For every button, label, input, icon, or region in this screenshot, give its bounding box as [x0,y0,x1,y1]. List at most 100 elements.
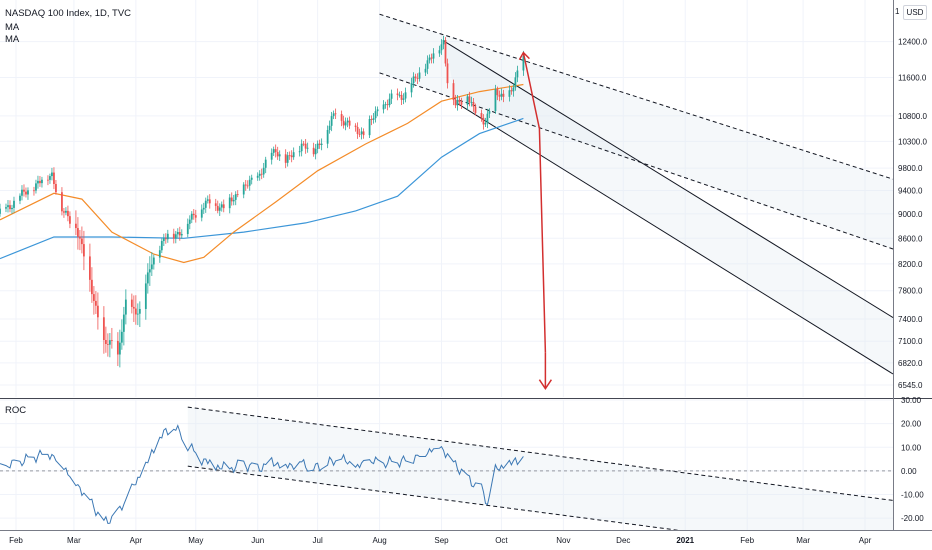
candle-body [498,95,501,97]
projection-top-arrowhead [518,51,530,60]
candle-body [442,40,445,45]
time-tick-label: Aug [372,536,386,545]
candle-body [120,331,123,343]
candle-body [276,152,279,157]
candle-body [398,94,401,96]
candle-body [424,68,427,73]
ma-fast-line [0,83,524,264]
candle-body [132,306,135,309]
time-tick-label: Oct [495,536,508,545]
ma-legend-2[interactable]: MA [5,34,20,45]
price-tick-label: 10800.0 [898,112,927,121]
candle-body [496,89,499,96]
candle-body [460,101,463,105]
candle-body [446,63,449,84]
candle-body [264,159,267,168]
candle-body [298,151,301,153]
candle-body [376,109,379,112]
candle-body [502,93,505,97]
candle-body [13,200,15,208]
ma-legend-1[interactable]: MA [5,22,20,33]
candle-body [290,155,293,158]
candle-body [5,207,7,209]
price-tick-label: 10300.0 [898,137,927,146]
candle-body [63,211,65,213]
price-tick-label: 9400.0 [898,186,923,195]
candle-body [41,179,43,184]
candle-body [19,195,21,201]
trendline-solid-lower [457,103,894,375]
candle-body [202,207,205,210]
candle-body [278,154,281,157]
candle-body [246,185,249,187]
candle-body [228,197,231,209]
candle-body [208,199,211,204]
candle-body [428,57,431,61]
roc-legend[interactable]: ROC [5,405,27,416]
candle-body [402,98,405,100]
candle-body [116,340,119,355]
candle-body [430,57,433,59]
price-tick-label: 6820.0 [898,359,923,368]
inner-channel-fill [443,40,893,374]
candle-body [344,122,347,126]
candle-body [382,104,385,110]
candle-body [65,210,67,213]
candle-body [236,194,239,196]
candle-body [232,199,235,202]
candle-body [468,96,471,103]
candle-body [108,340,111,345]
candle-body [160,241,163,251]
candle-body [384,104,387,106]
price-tick-label: 7800.0 [898,287,923,296]
candle-body [92,294,95,301]
candle-body [470,101,473,103]
candle-body [49,176,51,180]
candle-body [326,129,329,144]
candle-body [258,173,261,176]
candle-body [346,120,349,123]
time-tick-label: Feb [740,536,754,545]
candle-body [270,152,273,160]
candle-body [158,250,161,258]
candle-body [432,53,435,59]
candle-body [130,299,133,307]
candle-body [200,209,203,218]
candle-body [23,189,25,192]
candle-body [55,183,57,193]
candle-body [106,343,109,345]
candle-body [386,104,389,106]
scale-number: 1 [895,7,900,16]
candle-body [194,215,197,218]
symbol-title[interactable]: NASDAQ 100 Index, 1D, TVC [5,8,132,19]
candle-body [508,90,511,97]
candle-body [374,111,377,119]
time-tick-label: Jun [251,536,264,545]
candle-body [75,223,77,229]
roc-tick-label: 0.00 [901,467,917,476]
candle-body [404,92,407,99]
candle-body [372,118,375,120]
candle-body [292,152,295,158]
candle-body [9,205,11,210]
candle-body [148,269,151,273]
candle-body [164,238,167,240]
currency-button[interactable]: USD [903,5,927,20]
time-tick-label: Mar [67,536,81,545]
candle-body [286,155,289,163]
candle-body [47,179,49,181]
price-tick-label: 8200.0 [898,260,923,269]
candle-body [248,179,251,186]
candle-body [444,40,447,64]
roc-tick-label: 10.00 [901,443,922,452]
candle-body [288,155,291,157]
candle-body [390,93,393,99]
candle-body [362,131,365,136]
candle-body [318,143,321,145]
candle-body [274,149,277,153]
candle-body [122,314,125,332]
candle-body [400,94,403,100]
candle-body [53,172,55,184]
candle-body [90,279,93,295]
